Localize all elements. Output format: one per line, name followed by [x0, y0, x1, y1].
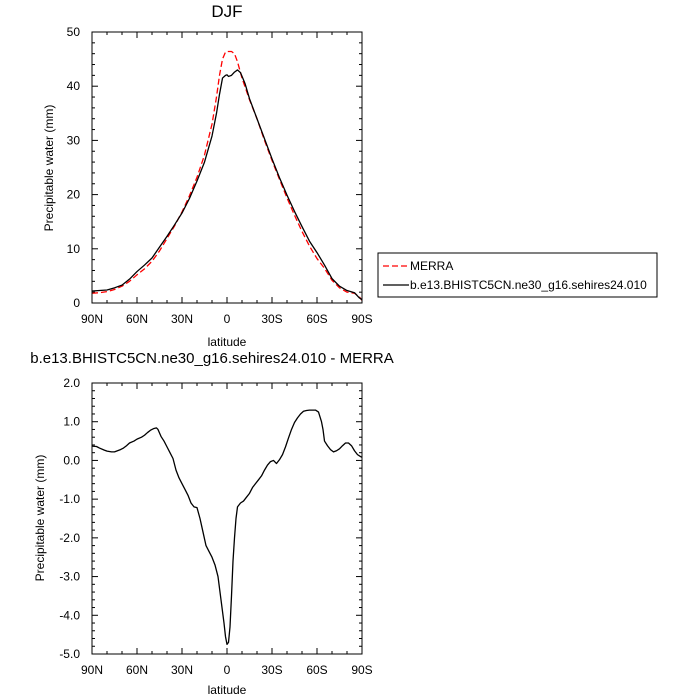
top-x-tick-label: 30N — [171, 312, 193, 326]
bottom-plot-frame — [91, 382, 363, 655]
legend-label-model: b.e13.BHISTC5CN.ne30_g16.sehires24.010 — [410, 278, 647, 292]
top-y-tick-label: 10 — [67, 242, 81, 256]
bottom-x-tick-label: 90N — [81, 663, 103, 677]
bottom-y-tick-label: 1.0 — [63, 415, 80, 429]
top-chart-title: DJF — [211, 2, 242, 21]
top-x-tick-label: 30S — [261, 312, 282, 326]
top-x-tick-label: 60N — [126, 312, 148, 326]
bottom-x-axis-label: latitude — [208, 683, 247, 697]
bottom-x-tick-label: 30S — [261, 663, 282, 677]
bottom-x-tick-label: 60S — [306, 663, 327, 677]
bottom-y-tick-label: -2.0 — [59, 531, 80, 545]
bottom-panel: b.e13.BHISTC5CN.ne30_g16.sehires24.010 -… — [30, 350, 394, 697]
top-y-axis-label: Precipitable water (mm) — [42, 105, 56, 232]
top-y-tick-label: 0 — [73, 296, 80, 310]
top-plot-frame — [91, 31, 363, 304]
top-y-tick-label: 20 — [67, 188, 81, 202]
top-y-tick-label: 40 — [67, 79, 81, 93]
bottom-y-tick-label: 2.0 — [63, 376, 80, 390]
bottom-x-tick-label: 90S — [351, 663, 372, 677]
top-y-tick-label: 30 — [67, 133, 81, 147]
top-x-tick-label: 90S — [351, 312, 372, 326]
top-series-line-1 — [91, 50, 363, 301]
bottom-y-tick-label: -3.0 — [59, 570, 80, 584]
bottom-series-line-1 — [91, 409, 363, 645]
bottom-y-tick-label: -1.0 — [59, 492, 80, 506]
top-x-axis-label: latitude — [208, 335, 247, 349]
bottom-chart-title: b.e13.BHISTC5CN.ne30_g16.sehires24.010 -… — [30, 350, 394, 367]
bottom-y-tick-label: -4.0 — [59, 608, 80, 622]
bottom-y-axis-label: Precipitable water (mm) — [33, 455, 47, 582]
top-x-tick-label: 0 — [224, 312, 231, 326]
legend-box — [377, 252, 658, 298]
top-panel: DJF 90N 60N 30N 0 30S 60S 90S 0 10 20 30 40 50 Preci… — [42, 2, 658, 349]
bottom-x-tick-label: 30N — [171, 663, 193, 677]
bottom-x-tick-label: 60N — [126, 663, 148, 677]
bottom-y-tick-label: -5.0 — [59, 647, 80, 661]
legend-label-merra: MERRA — [410, 259, 453, 273]
top-y-tick-label: 50 — [67, 25, 81, 39]
top-x-tick-label: 90N — [81, 312, 103, 326]
top-x-tick-label: 60S — [306, 312, 327, 326]
legend: MERRA b.e13.BHISTC5CN.ne30_g16.sehires24… — [377, 252, 658, 298]
top-series-line-2 — [91, 69, 363, 301]
bottom-y-tick-label: 0.0 — [63, 453, 80, 467]
bottom-x-tick-label: 0 — [224, 663, 231, 677]
